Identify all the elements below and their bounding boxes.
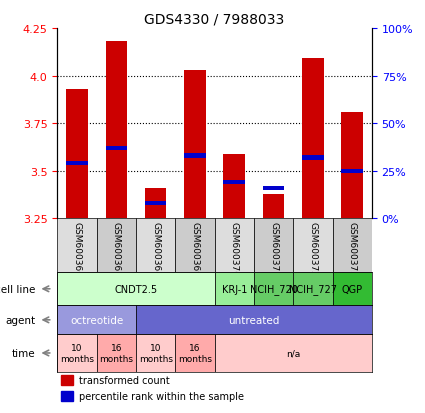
FancyBboxPatch shape <box>136 335 175 372</box>
Text: agent: agent <box>5 315 35 325</box>
Text: percentile rank within the sample: percentile rank within the sample <box>79 392 244 401</box>
FancyBboxPatch shape <box>175 335 215 372</box>
Text: GSM600372: GSM600372 <box>309 221 317 276</box>
Title: GDS4330 / 7988033: GDS4330 / 7988033 <box>144 12 285 26</box>
Bar <box>184 71 206 219</box>
FancyBboxPatch shape <box>136 219 175 273</box>
Text: GSM600370: GSM600370 <box>230 221 239 276</box>
Bar <box>302 156 324 160</box>
FancyBboxPatch shape <box>96 219 136 273</box>
FancyBboxPatch shape <box>332 219 372 273</box>
FancyBboxPatch shape <box>57 306 136 335</box>
Bar <box>184 154 206 158</box>
Text: KRJ-1: KRJ-1 <box>221 284 247 294</box>
Text: GSM600369: GSM600369 <box>190 221 199 276</box>
Bar <box>105 42 127 219</box>
Text: untreated: untreated <box>228 315 280 325</box>
FancyBboxPatch shape <box>57 335 96 372</box>
FancyBboxPatch shape <box>215 273 254 306</box>
FancyBboxPatch shape <box>96 335 136 372</box>
Bar <box>263 194 284 219</box>
Bar <box>341 169 363 173</box>
FancyBboxPatch shape <box>57 219 96 273</box>
Text: time: time <box>12 348 35 358</box>
FancyBboxPatch shape <box>332 273 372 306</box>
Bar <box>224 181 245 185</box>
Bar <box>302 59 324 219</box>
Text: 16
months: 16 months <box>178 344 212 363</box>
Text: GSM600371: GSM600371 <box>269 221 278 276</box>
Bar <box>145 202 167 206</box>
Text: 16
months: 16 months <box>99 344 133 363</box>
Text: NCIH_727: NCIH_727 <box>289 284 337 294</box>
Bar <box>105 147 127 151</box>
Text: GSM600373: GSM600373 <box>348 221 357 276</box>
Bar <box>263 186 284 190</box>
Bar <box>60 392 73 401</box>
Text: NCIH_720: NCIH_720 <box>249 284 298 294</box>
Text: octreotide: octreotide <box>70 315 123 325</box>
FancyBboxPatch shape <box>254 273 293 306</box>
Text: cell line: cell line <box>0 284 35 294</box>
Text: n/a: n/a <box>286 349 300 358</box>
Text: QGP: QGP <box>342 284 363 294</box>
Bar <box>224 154 245 219</box>
FancyBboxPatch shape <box>175 219 215 273</box>
Text: GSM600367: GSM600367 <box>112 221 121 276</box>
FancyBboxPatch shape <box>293 219 332 273</box>
Text: CNDT2.5: CNDT2.5 <box>114 284 158 294</box>
Bar <box>341 112 363 219</box>
Bar <box>145 188 167 219</box>
FancyBboxPatch shape <box>136 306 372 335</box>
FancyBboxPatch shape <box>254 219 293 273</box>
Bar <box>66 90 88 219</box>
FancyBboxPatch shape <box>57 273 215 306</box>
Text: GSM600366: GSM600366 <box>73 221 82 276</box>
Bar <box>60 375 73 385</box>
FancyBboxPatch shape <box>215 335 372 372</box>
FancyBboxPatch shape <box>293 273 332 306</box>
Text: transformed count: transformed count <box>79 375 170 385</box>
Text: 10
months: 10 months <box>139 344 173 363</box>
Text: GSM600368: GSM600368 <box>151 221 160 276</box>
Text: 10
months: 10 months <box>60 344 94 363</box>
FancyBboxPatch shape <box>215 219 254 273</box>
Bar <box>66 162 88 166</box>
